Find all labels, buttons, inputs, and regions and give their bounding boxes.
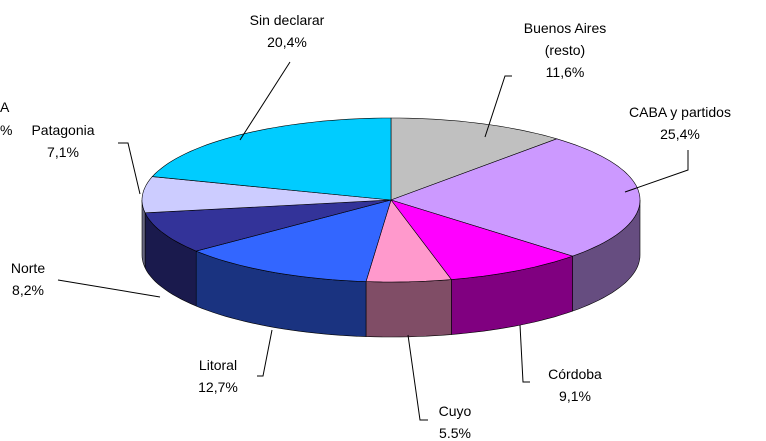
slice bbox=[144, 199, 392, 252]
value-label: 9,1% bbox=[559, 388, 591, 404]
value-label: 7,1% bbox=[47, 144, 79, 160]
category-label: Patagonia bbox=[31, 122, 95, 138]
slice bbox=[141, 176, 392, 214]
annotation: A bbox=[0, 99, 10, 115]
value-label: 5.5% bbox=[439, 425, 471, 441]
leader-line bbox=[239, 61, 291, 141]
category-label: Norte bbox=[10, 260, 46, 276]
category-label: Buenos Aires (resto) bbox=[523, 20, 607, 58]
leader-line bbox=[57, 279, 161, 298]
slice-label: Cuyo 5.5% bbox=[415, 400, 495, 441]
slice-label: Buenos Aires (resto) 11,6% bbox=[515, 17, 615, 83]
category-label: Córdoba bbox=[548, 366, 602, 382]
value-label: 25,4% bbox=[660, 126, 700, 142]
slice bbox=[390, 117, 558, 201]
slice-side bbox=[365, 279, 452, 338]
leader-line bbox=[118, 142, 141, 195]
leader-line bbox=[407, 334, 428, 421]
annotation: % bbox=[0, 122, 13, 138]
leader-line bbox=[257, 329, 273, 377]
category-label: Sin declarar bbox=[249, 12, 325, 28]
slice-label: Norte 8,2% bbox=[0, 257, 58, 301]
category-label: Litoral bbox=[198, 357, 238, 373]
slice-label: Patagonia 7,1% bbox=[13, 119, 113, 163]
value-label: 12,7% bbox=[198, 379, 238, 395]
category-label: Cuyo bbox=[438, 403, 472, 419]
value-label: 20,4% bbox=[267, 34, 307, 50]
leader-line bbox=[484, 75, 512, 138]
value-label: 8,2% bbox=[12, 282, 44, 298]
slice bbox=[151, 117, 392, 201]
value-label: 11,6% bbox=[545, 64, 585, 80]
slice bbox=[195, 199, 392, 282]
leader-line bbox=[519, 324, 530, 383]
slice-label: Litoral 12,7% bbox=[178, 354, 258, 398]
slice bbox=[390, 138, 641, 257]
slice-label: CABA y partidos 25,4% bbox=[610, 101, 750, 145]
slice-label: Córdoba 9,1% bbox=[525, 363, 625, 407]
leader-line bbox=[624, 150, 689, 193]
slice bbox=[365, 199, 452, 283]
category-label: CABA y partidos bbox=[629, 104, 731, 120]
slice-label: Sin declarar 20,4% bbox=[227, 9, 347, 53]
